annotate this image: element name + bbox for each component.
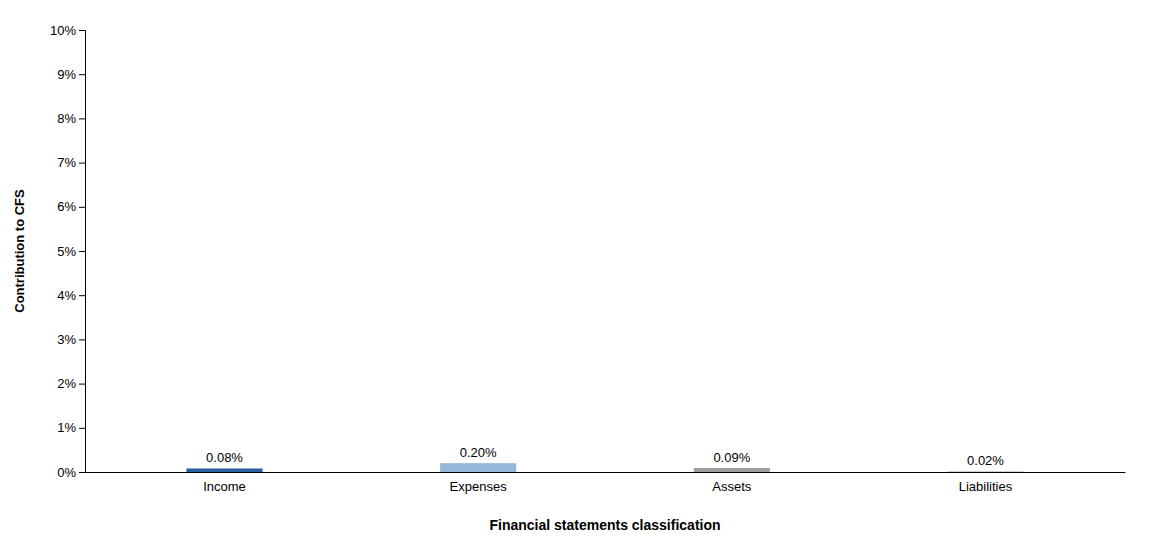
data-label: 0.02% <box>967 453 1004 468</box>
x-tick-label: Income <box>203 479 246 494</box>
x-tick-label: Expenses <box>450 479 508 494</box>
x-tick-label: Liabilities <box>959 479 1013 494</box>
y-axis: 0% 1% 2% 3% 4% 5% 6% 7% 8% 9% 10% <box>50 23 86 480</box>
data-labels: 0.08% 0.20% 0.09% 0.02% <box>206 445 1004 468</box>
y-tick-label: 1% <box>57 420 76 435</box>
y-tick-label: 4% <box>57 288 76 303</box>
y-tick-mark <box>79 295 85 296</box>
y-tick: 1% <box>57 420 85 435</box>
bar <box>186 468 262 472</box>
y-tick-mark <box>79 428 85 429</box>
plot: 0% 1% 2% 3% 4% 5% 6% 7% 8% 9% 10% Income Expenses Ass… <box>50 23 1126 495</box>
y-tick: 7% <box>57 155 85 170</box>
y-tick-mark <box>79 74 85 75</box>
y-axis-line <box>79 31 86 473</box>
x-tick: Assets <box>712 479 752 494</box>
y-tick-mark <box>79 207 85 208</box>
x-tick-label: Assets <box>712 479 752 494</box>
y-tick-mark <box>79 163 85 164</box>
y-tick: 3% <box>57 332 85 347</box>
y-axis-title: Contribution to CFS <box>12 189 27 313</box>
y-tick-label: 0% <box>57 465 76 480</box>
y-tick-label: 7% <box>57 155 76 170</box>
x-tick: Liabilities <box>959 479 1013 494</box>
y-tick-label: 6% <box>57 199 76 214</box>
data-label: 0.20% <box>460 445 497 460</box>
data-label: 0.08% <box>206 450 243 465</box>
y-tick: 6% <box>57 199 85 214</box>
y-tick: 5% <box>57 244 85 259</box>
x-axis: Income Expenses Assets Liabilities <box>86 473 1126 495</box>
y-tick-mark <box>79 251 85 252</box>
y-tick-label: 5% <box>57 244 76 259</box>
data-label: 0.09% <box>713 450 750 465</box>
bar <box>694 468 770 472</box>
y-tick-label: 3% <box>57 332 76 347</box>
bar <box>440 463 516 472</box>
y-tick: 2% <box>57 376 85 391</box>
y-tick-label: 9% <box>57 67 76 82</box>
y-tick: 4% <box>57 288 85 303</box>
y-tick-label: 10% <box>50 23 76 38</box>
x-axis-line <box>86 472 1126 473</box>
y-tick: 9% <box>57 67 85 82</box>
x-tick: Expenses <box>450 479 508 494</box>
y-tick-mark <box>79 30 85 31</box>
y-tick-label: 8% <box>57 111 76 126</box>
x-tick: Income <box>203 479 246 494</box>
y-tick: 8% <box>57 111 85 126</box>
y-tick-mark <box>79 384 85 385</box>
y-tick: 0% <box>57 465 85 480</box>
y-tick-mark <box>79 118 85 119</box>
y-tick-mark <box>79 472 85 473</box>
y-tick: 10% <box>50 23 85 38</box>
y-tick-label: 2% <box>57 376 76 391</box>
bar <box>947 471 1023 472</box>
y-tick-mark <box>79 339 85 340</box>
chart: 0% 1% 2% 3% 4% 5% 6% 7% 8% 9% 10% Income Expenses Ass… <box>0 0 1155 552</box>
x-axis-title: Financial statements classification <box>489 517 720 533</box>
bars <box>186 463 1023 472</box>
